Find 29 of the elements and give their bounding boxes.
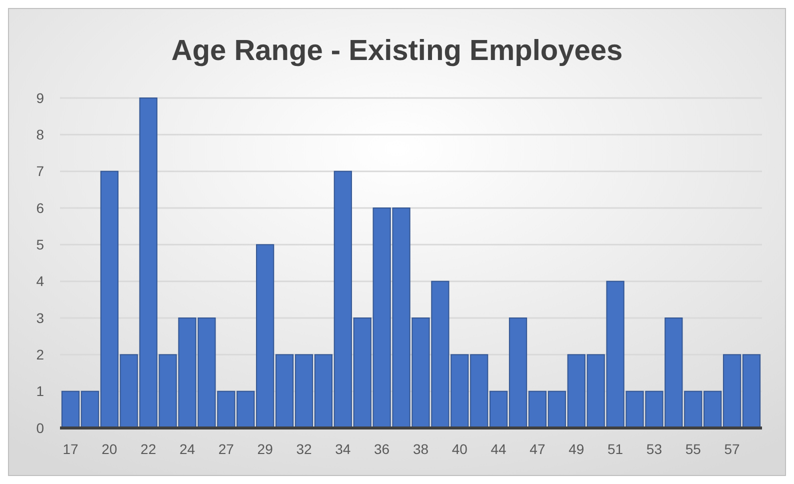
x-tick-label: 22 [140, 441, 156, 457]
chart-title: Age Range - Existing Employees [171, 35, 623, 67]
y-tick-label: 7 [36, 163, 44, 180]
y-tick-label: 9 [36, 90, 44, 106]
y-tick-label: 5 [36, 236, 44, 253]
x-tick-label: 55 [685, 441, 702, 457]
y-tick-label: 8 [36, 126, 44, 143]
x-tick-label: 20 [102, 441, 118, 457]
y-tick-label: 2 [36, 346, 44, 363]
x-tick-label: 29 [257, 441, 274, 457]
x-tick-label: 57 [724, 441, 740, 457]
x-tick-label: 47 [530, 441, 546, 457]
x-tick-label: 49 [568, 441, 584, 457]
y-tick-label: 3 [36, 310, 44, 326]
x-tick-label: 53 [646, 441, 662, 457]
x-tick-label: 17 [62, 441, 79, 457]
x-tick-label: 38 [412, 441, 429, 457]
x-tick-label: 24 [179, 441, 196, 457]
y-tick-label: 0 [36, 420, 44, 436]
x-tick-label: 44 [490, 441, 507, 457]
y-tick-label: 4 [36, 273, 44, 290]
y-tick-label: 6 [36, 200, 44, 216]
x-tick-label: 36 [374, 441, 390, 457]
x-tick-label: 27 [218, 441, 234, 457]
x-tick-label: 34 [335, 441, 351, 457]
x-tick-label: 32 [296, 441, 312, 457]
x-tick-label: 40 [452, 441, 468, 457]
y-tick-label: 1 [36, 383, 44, 400]
x-tick-label: 51 [608, 441, 624, 457]
